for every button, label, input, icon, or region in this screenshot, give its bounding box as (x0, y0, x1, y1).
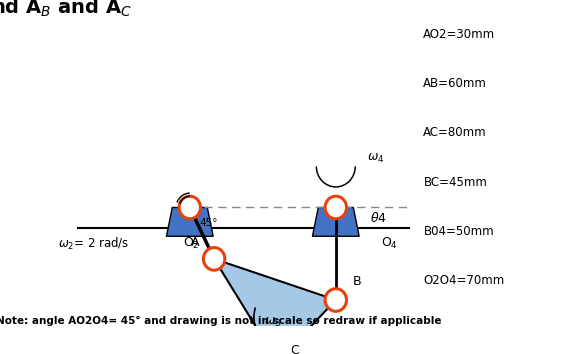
Circle shape (267, 350, 288, 354)
Circle shape (203, 247, 225, 270)
Text: AO2=30mm: AO2=30mm (423, 28, 496, 41)
Text: O$_4$: O$_4$ (381, 236, 398, 251)
Text: Find A$_B$ and A$_C$: Find A$_B$ and A$_C$ (0, 0, 132, 19)
Text: AB=60mm: AB=60mm (423, 77, 487, 90)
Text: 45°: 45° (200, 218, 218, 228)
Text: B: B (353, 275, 361, 288)
Polygon shape (166, 207, 213, 236)
Circle shape (325, 289, 346, 311)
Polygon shape (312, 207, 359, 236)
Circle shape (325, 196, 346, 219)
Text: O$_2$: O$_2$ (183, 236, 200, 251)
Text: AC=80mm: AC=80mm (423, 126, 487, 139)
Text: O2O4=70mm: O2O4=70mm (423, 274, 505, 287)
Text: $\omega_4$: $\omega_4$ (367, 152, 384, 165)
Polygon shape (214, 259, 336, 354)
Text: $\omega_2$= 2 rad/s: $\omega_2$= 2 rad/s (58, 235, 130, 251)
Circle shape (179, 196, 200, 219)
Text: $\theta4$: $\theta4$ (370, 211, 387, 225)
Text: A: A (190, 236, 199, 249)
Text: B04=50mm: B04=50mm (423, 225, 494, 238)
Text: $\omega_3$: $\omega_3$ (264, 316, 281, 329)
Text: BC=45mm: BC=45mm (423, 176, 487, 189)
Text: C: C (291, 343, 299, 354)
Text: Note: angle AO2O4= 45° and drawing is not in scale so redraw if applicable: Note: angle AO2O4= 45° and drawing is no… (0, 316, 442, 326)
